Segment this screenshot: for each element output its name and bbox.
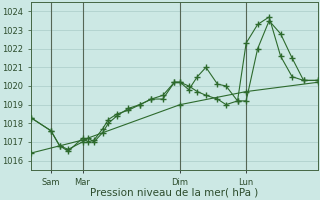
X-axis label: Pression niveau de la mer( hPa ): Pression niveau de la mer( hPa ) [90, 188, 259, 198]
